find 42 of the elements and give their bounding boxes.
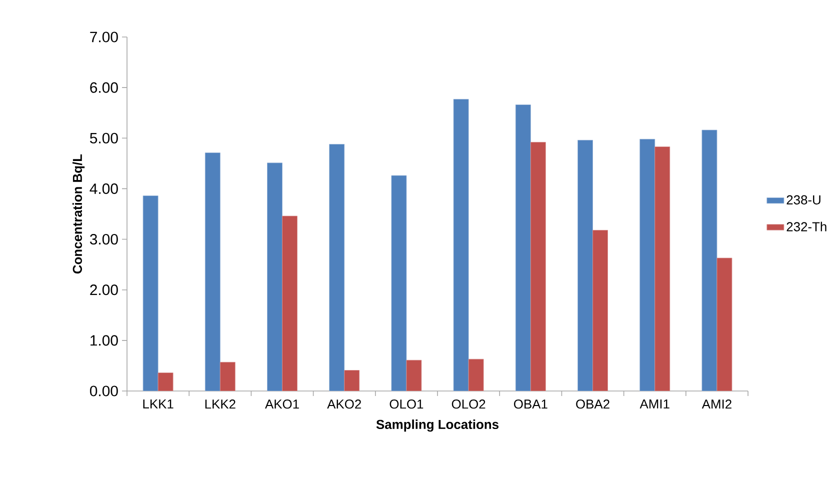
y-tick-label: 3.00: [90, 234, 118, 245]
bar: [329, 144, 345, 391]
bar: [468, 358, 484, 391]
x-tick-label: LKK1: [143, 400, 174, 408]
bar: [158, 372, 174, 391]
y-tick-label: 5.00: [90, 132, 118, 144]
bar: [391, 175, 407, 391]
legend-label: 232-Th: [786, 222, 826, 232]
bar: [406, 360, 422, 391]
y-tick-label: 6.00: [90, 82, 118, 93]
bar: [344, 370, 360, 391]
legend-label: 238-U: [786, 195, 820, 204]
bar: [204, 152, 220, 391]
x-tick-label: OBA1: [514, 400, 548, 409]
y-tick-label: 4.00: [90, 183, 118, 194]
y-tick-label: 2.00: [90, 284, 118, 296]
x-tick-label: AKO1: [265, 400, 299, 409]
y-tick-label: 7.00: [90, 32, 118, 42]
bar: [640, 138, 656, 391]
bar: [267, 162, 282, 391]
x-axis-title: Sampling Locations: [376, 420, 498, 432]
bar: [142, 196, 158, 391]
bar: [592, 230, 608, 391]
bar: [282, 216, 298, 391]
y-axis-title: Concentration Bq/L: [72, 154, 85, 274]
bar: [716, 258, 732, 391]
x-tick-label: AMI1: [640, 400, 670, 408]
bar: [654, 146, 670, 391]
x-tick-label: AKO2: [327, 400, 361, 409]
bar: [515, 104, 531, 391]
x-tick-label: OLO2: [452, 400, 486, 409]
x-tick-label: LKK2: [205, 400, 236, 409]
bar: [530, 142, 546, 391]
bar: [578, 140, 593, 391]
y-tick-label: 1.00: [90, 335, 118, 346]
y-tick-label: 0.00: [90, 386, 118, 396]
x-tick-label: AMI2: [702, 400, 732, 409]
x-tick-label: OBA2: [576, 400, 610, 409]
bar: [453, 98, 469, 391]
bar: [702, 130, 718, 391]
bar: [220, 362, 236, 391]
x-tick-label: OLO1: [390, 400, 424, 409]
